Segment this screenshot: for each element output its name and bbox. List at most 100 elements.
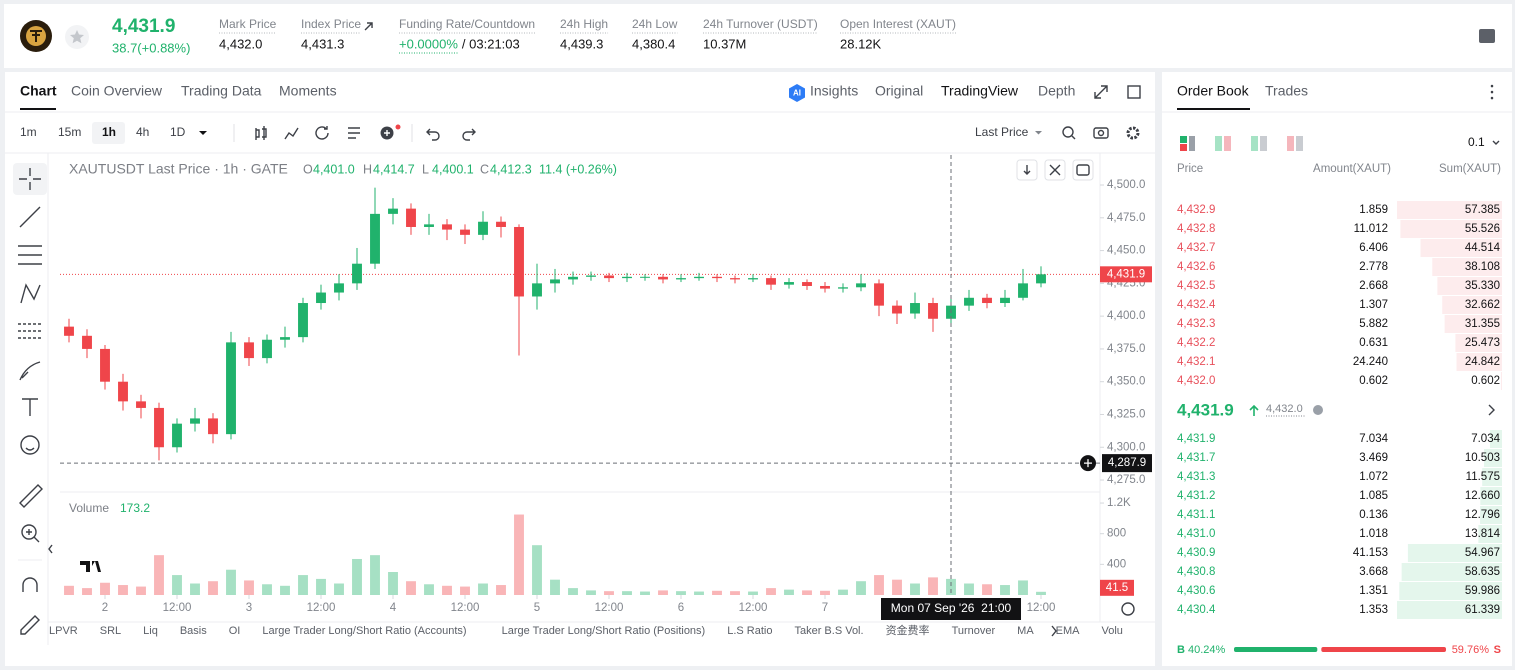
ob-price[interactable]: 4,431.3 [1177, 471, 1215, 483]
collapse-icon[interactable] [48, 544, 53, 554]
tab[interactable]: Trading Data [181, 83, 262, 99]
ob-price[interactable]: 4,432.9 [1177, 204, 1215, 216]
indicator[interactable]: Large Trader Long/Short Ratio (Positions… [502, 625, 706, 637]
indicator[interactable]: L.S Ratio [727, 625, 772, 637]
volume-bar [856, 581, 866, 595]
expand-icon[interactable] [1094, 85, 1108, 99]
ob-price[interactable]: 4,431.2 [1177, 490, 1215, 502]
ob-tab[interactable]: Order Book [1177, 83, 1250, 99]
more-indicators[interactable] [1051, 625, 1057, 637]
volume-bar [892, 579, 902, 595]
y-tick-label: 4,275.0 [1107, 474, 1145, 486]
ob-price[interactable]: 4,432.7 [1177, 242, 1215, 254]
volume-bar [946, 578, 956, 595]
price-type[interactable]: Last Price [975, 125, 1029, 139]
ob-price[interactable]: 4,432.4 [1177, 299, 1216, 311]
interval[interactable]: 1D [170, 125, 186, 139]
tab[interactable]: Chart [20, 83, 57, 99]
search-icon[interactable] [1062, 126, 1074, 138]
redo-icon[interactable] [462, 128, 476, 141]
trendline-tool[interactable] [19, 206, 41, 228]
indicator[interactable]: Turnover [952, 625, 996, 637]
ob-price[interactable]: 4,431.0 [1177, 528, 1215, 540]
settings-icon[interactable] [1126, 126, 1140, 140]
indicator[interactable]: OI [229, 625, 241, 637]
chart-button[interactable] [1072, 159, 1094, 181]
interval[interactable]: 15m [58, 125, 81, 139]
tv-logo[interactable] [76, 552, 106, 580]
depth-bar [1407, 544, 1502, 562]
brush-tool[interactable] [19, 361, 41, 381]
lock-tool[interactable] [20, 615, 40, 635]
indicator[interactable]: Liq [143, 625, 158, 637]
tab[interactable]: Moments [279, 83, 337, 99]
interval[interactable]: 1m [20, 125, 37, 139]
axis-settings[interactable] [1121, 602, 1135, 616]
lines-tool[interactable] [18, 245, 42, 265]
fib-tool[interactable] [18, 323, 42, 339]
undo-icon[interactable] [426, 128, 440, 141]
indicator[interactable]: EMA [1056, 625, 1081, 637]
ob-price[interactable]: 4,432.1 [1177, 356, 1215, 368]
indicator[interactable]: MA [1017, 625, 1034, 637]
indicator[interactable]: Taker B.S Vol. [794, 625, 863, 637]
ob-price[interactable]: 4,432.6 [1177, 261, 1215, 273]
ob-price[interactable]: 4,430.6 [1177, 585, 1215, 597]
precision[interactable]: 0.1 [1468, 135, 1485, 149]
view-tab[interactable]: TradingView [941, 83, 1019, 99]
header-icon[interactable] [1479, 29, 1495, 43]
view-tab[interactable]: Original [875, 83, 923, 99]
candle-body [226, 342, 236, 435]
interval[interactable]: 1h [102, 125, 116, 139]
crosshair-tool[interactable] [19, 168, 41, 190]
ob-price[interactable]: 4,432.0 [1177, 375, 1215, 387]
ob-amount: 7.034 [1359, 433, 1388, 445]
ob-price[interactable]: 4,431.9 [1177, 433, 1215, 445]
ob-tab[interactable]: Trades [1265, 83, 1308, 99]
ob-price[interactable]: 4,431.7 [1177, 452, 1215, 464]
interval[interactable]: 4h [136, 125, 149, 139]
y-tick-label: 4,375.0 [1107, 343, 1145, 355]
indicator[interactable]: Large Trader Long/Short Ratio (Accounts) [262, 625, 466, 637]
view-tab[interactable]: Insights [810, 83, 858, 99]
indicator-icon[interactable] [284, 127, 299, 140]
pattern-tool[interactable] [20, 283, 41, 304]
indicator[interactable]: Volu [1102, 625, 1123, 637]
candle-type-icon[interactable] [255, 126, 267, 140]
zoom-tool[interactable] [21, 524, 37, 540]
ob-price[interactable]: 4,432.3 [1177, 318, 1215, 330]
dropdown-icon[interactable] [1492, 140, 1500, 145]
indicator[interactable]: 资金费率 [886, 623, 930, 637]
template-icon[interactable] [348, 127, 360, 139]
info-icon[interactable] [1313, 405, 1323, 415]
ob-price[interactable]: 4,431.1 [1177, 509, 1215, 521]
indicator[interactable]: LPVR [49, 625, 78, 637]
volume-bar [964, 583, 974, 595]
indicator[interactable]: Basis [180, 625, 207, 637]
magnet-tool[interactable] [22, 577, 38, 592]
ratio-bar-buy [1234, 647, 1318, 652]
ob-price[interactable]: 4,432.8 [1177, 223, 1215, 235]
ob-price[interactable]: 4,430.4 [1177, 604, 1216, 616]
indicator[interactable]: SRL [100, 625, 121, 637]
emoji-tool[interactable] [20, 435, 40, 455]
tab[interactable]: Coin Overview [71, 83, 163, 99]
replay-icon[interactable] [315, 126, 329, 140]
ob-price[interactable]: 4,430.8 [1177, 566, 1215, 578]
ob-price[interactable]: 4,430.9 [1177, 547, 1215, 559]
ob-price[interactable]: 4,432.2 [1177, 337, 1215, 349]
dropdown-icon[interactable] [199, 131, 207, 135]
candle-body [496, 221, 506, 227]
last-volume-label: 41.5 [1106, 582, 1128, 594]
dropdown-icon[interactable] [1035, 131, 1042, 135]
ruler-tool[interactable] [19, 484, 43, 508]
ob-amount: 1.353 [1359, 604, 1388, 616]
window-icon[interactable] [1127, 85, 1141, 99]
ob-price[interactable]: 4,432.5 [1177, 280, 1215, 292]
more-icon[interactable] [1488, 404, 1495, 416]
ob-view-buttons[interactable] [1180, 136, 1303, 151]
text-tool[interactable] [22, 398, 38, 416]
ob-sum: 7.034 [1471, 433, 1500, 445]
view-tab[interactable]: Depth [1038, 83, 1075, 99]
camera-icon[interactable] [1093, 127, 1109, 139]
